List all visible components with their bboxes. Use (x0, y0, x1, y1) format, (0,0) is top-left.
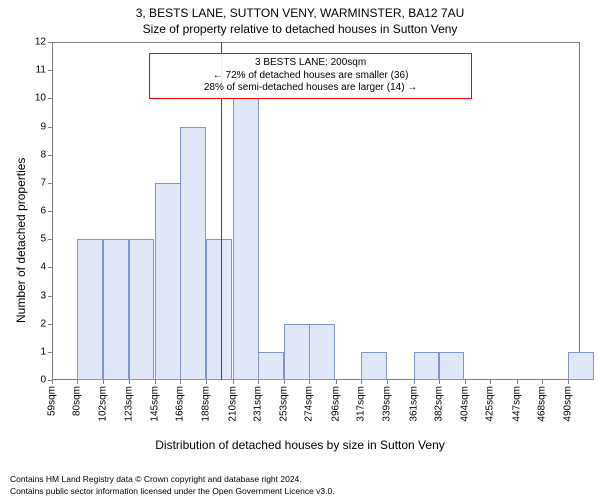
chart-subtitle: Size of property relative to detached ho… (0, 22, 600, 36)
histogram-bar (233, 98, 259, 380)
y-tick-mark (48, 211, 52, 212)
histogram-bar (309, 324, 335, 380)
x-tick-label: 425sqm (490, 338, 501, 380)
y-tick-mark (48, 296, 52, 297)
histogram-bar (77, 239, 103, 380)
x-tick-label: 447sqm (517, 338, 528, 380)
x-tick-label: 296sqm (336, 338, 347, 380)
histogram-bar (155, 183, 181, 380)
annotation-box: 3 BESTS LANE: 200sqm← 72% of detached ho… (149, 53, 472, 99)
chart-plot-area: 012345678910111259sqm80sqm102sqm123sqm14… (52, 42, 580, 380)
histogram-bar (258, 352, 284, 380)
y-tick-mark (48, 98, 52, 99)
histogram-bar (361, 352, 387, 380)
y-tick-mark (48, 155, 52, 156)
x-axis-label: Distribution of detached houses by size … (0, 438, 600, 452)
x-tick-label: 339sqm (387, 338, 398, 380)
y-tick-mark (48, 127, 52, 128)
y-tick-mark (48, 183, 52, 184)
chart-title-address: 3, BESTS LANE, SUTTON VENY, WARMINSTER, … (0, 6, 600, 20)
y-tick-mark (48, 267, 52, 268)
y-tick-mark (48, 42, 52, 43)
footer-copyright-2: Contains public sector information licen… (10, 486, 335, 496)
x-tick-label: 59sqm (52, 344, 63, 380)
x-tick-label: 468sqm (542, 338, 553, 380)
annotation-line: ← 72% of detached houses are smaller (36… (158, 70, 463, 83)
y-axis-label: Number of detached properties (14, 158, 28, 323)
histogram-bar (568, 352, 594, 380)
y-tick-mark (48, 239, 52, 240)
annotation-line: 3 BESTS LANE: 200sqm (158, 57, 463, 70)
histogram-bar (414, 352, 440, 380)
histogram-bar (103, 239, 129, 380)
histogram-bar (439, 352, 465, 380)
x-tick-label: 404sqm (465, 338, 476, 380)
histogram-bar (284, 324, 310, 380)
y-tick-mark (48, 70, 52, 71)
y-tick-mark (48, 324, 52, 325)
footer-copyright-1: Contains HM Land Registry data © Crown c… (10, 474, 302, 484)
histogram-bar (206, 239, 232, 380)
annotation-line: 28% of semi-detached houses are larger (… (158, 82, 463, 95)
histogram-bar (180, 127, 206, 381)
histogram-bar (129, 239, 155, 380)
